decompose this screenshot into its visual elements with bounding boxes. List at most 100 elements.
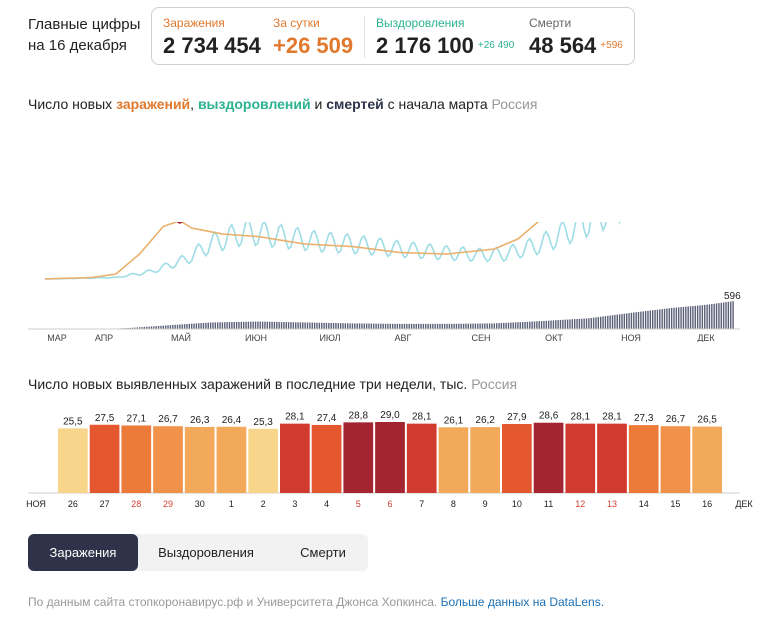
- footer: По данным сайта стопкоронавирус.рф и Уни…: [28, 595, 604, 609]
- death-bar: [576, 318, 578, 329]
- bar: [502, 424, 532, 493]
- death-bar: [309, 322, 311, 329]
- last-deaths-label: 596: [724, 291, 741, 302]
- death-bar: [337, 323, 339, 329]
- line-chart-labels: 11 65626 50926 490596МАРАПРМАЙИЮНИЮЛАВГС…: [47, 222, 741, 342]
- bar-value-label: 28,1: [571, 412, 591, 423]
- chart2-title: Число новых выявленных заражений в после…: [28, 375, 517, 393]
- death-bar: [640, 311, 642, 329]
- bar-category-label: 9: [483, 499, 488, 509]
- death-bar: [155, 326, 157, 329]
- tab-bar: Заражения Выздоровления Смерти: [28, 534, 368, 571]
- death-bar: [725, 302, 727, 329]
- death-bar: [420, 323, 422, 329]
- bar: [216, 426, 247, 493]
- death-bar: [689, 306, 692, 329]
- death-bar: [216, 322, 219, 329]
- death-bar: [259, 321, 261, 329]
- death-bar: [160, 325, 162, 329]
- death-bar: [469, 323, 472, 329]
- death-bar: [247, 321, 250, 329]
- bar: [628, 425, 659, 493]
- bar-category-label: 12: [575, 499, 585, 509]
- death-bar: [148, 326, 150, 329]
- death-bar: [325, 322, 328, 329]
- death-bar: [304, 322, 306, 329]
- death-bar: [349, 323, 351, 329]
- death-bar: [540, 321, 543, 329]
- death-bar: [172, 324, 174, 329]
- death-bar: [365, 323, 368, 329]
- death-bar: [235, 321, 238, 329]
- death-bar: [441, 323, 443, 329]
- death-bar: [373, 323, 375, 329]
- tab-deaths[interactable]: Смерти: [300, 545, 346, 560]
- death-bar: [408, 323, 410, 329]
- death-bar: [704, 304, 706, 329]
- death-bar: [566, 319, 569, 329]
- death-bar: [363, 323, 365, 329]
- death-bar: [335, 323, 337, 329]
- death-bar: [663, 308, 666, 329]
- death-bar: [687, 306, 689, 329]
- death-bar: [642, 311, 644, 329]
- bar-value-label: 26,7: [666, 414, 686, 425]
- bar-category-label: 11: [544, 499, 553, 509]
- chart1-region: Россия: [491, 96, 538, 112]
- tab-infections[interactable]: Заражения: [28, 534, 138, 571]
- bar-category-label: 15: [670, 499, 680, 509]
- death-bar: [451, 323, 453, 329]
- death-bar: [141, 327, 143, 329]
- death-bar: [730, 301, 732, 329]
- death-bar: [318, 322, 321, 329]
- death-bar: [503, 322, 505, 329]
- death-bar: [240, 321, 243, 329]
- datalens-link[interactable]: Больше данных на DataLens.: [440, 595, 605, 609]
- month-tick: МАЙ: [171, 332, 191, 342]
- death-bar: [427, 323, 429, 329]
- death-bar: [179, 324, 181, 329]
- death-bar: [512, 322, 514, 329]
- bar-value-label: 26,3: [190, 415, 210, 426]
- death-bar: [592, 317, 595, 329]
- death-bar: [670, 308, 673, 329]
- death-bar: [264, 321, 266, 329]
- death-bar: [233, 322, 235, 329]
- bar-value-label: 27,9: [507, 412, 527, 423]
- death-bar: [659, 309, 661, 329]
- stat-daily: За сутки +26 509: [273, 16, 353, 59]
- bar-category-label: 29: [163, 499, 173, 509]
- stat-daily-label: За сутки: [273, 16, 320, 30]
- death-bar: [401, 323, 403, 329]
- death-bar: [368, 323, 370, 329]
- death-bar: [190, 323, 193, 329]
- month-tick: СЕН: [471, 333, 490, 342]
- death-bar: [573, 319, 576, 329]
- bar-category-label: 13: [607, 499, 617, 509]
- death-bar: [238, 321, 240, 329]
- bar-value-label: 28,8: [349, 410, 369, 421]
- death-bar: [269, 321, 271, 329]
- bar: [280, 423, 310, 493]
- death-bar: [732, 301, 734, 329]
- death-bar: [498, 323, 500, 329]
- bar: [597, 423, 627, 493]
- bar: [343, 422, 374, 493]
- death-bar: [146, 326, 148, 329]
- death-bar: [214, 322, 217, 329]
- death-bar: [673, 307, 675, 329]
- death-bar: [696, 305, 699, 329]
- death-bar: [330, 322, 332, 329]
- header-line2: на 16 декабря: [28, 37, 127, 54]
- death-bar: [524, 321, 526, 329]
- bar-value-label: 27,3: [634, 413, 654, 424]
- death-bar: [581, 318, 583, 329]
- tab-recovered[interactable]: Выздоровления: [158, 545, 254, 560]
- bar-category-label: 7: [419, 499, 424, 509]
- death-bar: [176, 324, 179, 329]
- death-bar: [380, 323, 382, 329]
- death-bar: [685, 306, 687, 329]
- death-bar: [313, 322, 316, 329]
- death-bar: [536, 321, 538, 329]
- death-bar: [382, 323, 384, 329]
